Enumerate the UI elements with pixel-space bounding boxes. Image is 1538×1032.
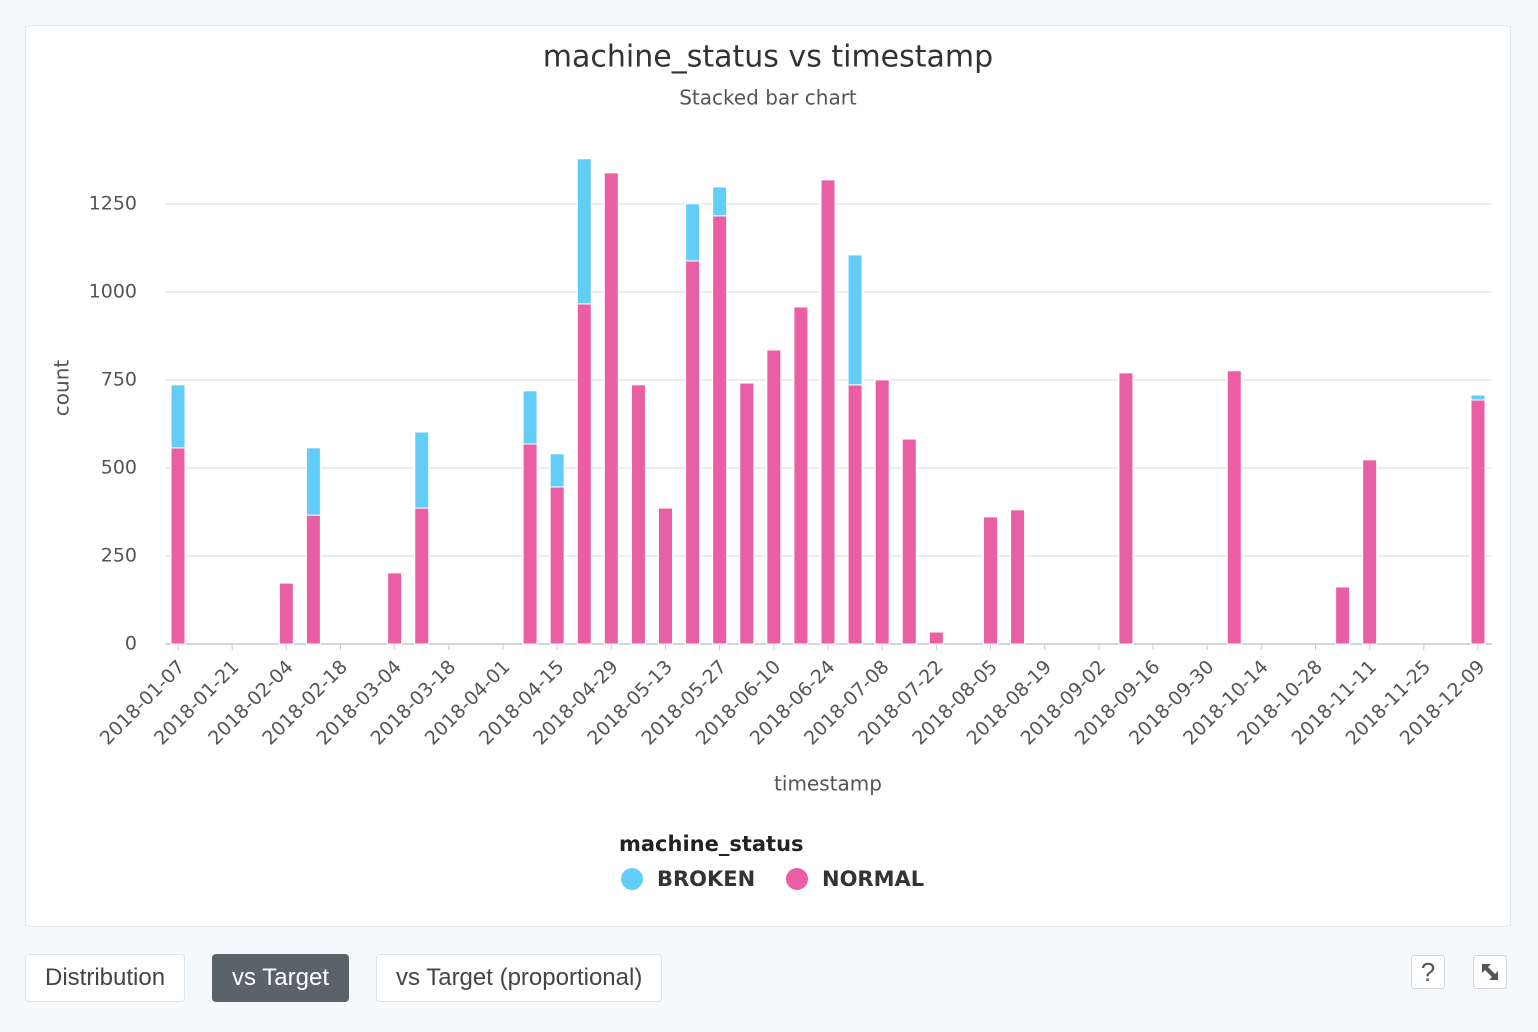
y-tick-label: 500 <box>101 456 137 478</box>
bar-segment <box>305 447 321 516</box>
bar-segment <box>847 254 863 386</box>
bar-segment <box>414 431 430 509</box>
bar-segment <box>928 631 944 645</box>
bar-segment <box>576 303 592 645</box>
bar-segment <box>712 215 728 645</box>
bar-segment <box>387 572 403 645</box>
bar-segment <box>658 507 673 645</box>
legend-swatch <box>621 868 643 890</box>
y-tick-label: 250 <box>101 544 137 566</box>
y-tick-label: 750 <box>101 368 137 390</box>
bar-segment <box>766 349 782 645</box>
tab[interactable]: vs Target <box>212 954 349 1002</box>
bar-segment <box>1470 394 1486 401</box>
bar-segment <box>522 390 538 445</box>
bar-segment <box>549 486 565 645</box>
bar-segment <box>739 382 755 645</box>
bar-segment <box>522 443 538 645</box>
y-axis-label: count <box>50 360 74 417</box>
legend-title: machine_status <box>619 832 804 856</box>
tab[interactable]: Distribution <box>25 954 186 1002</box>
bar-segment <box>1226 370 1242 645</box>
expand-icon <box>1482 964 1498 980</box>
bar-segment <box>170 384 186 449</box>
legend-swatch <box>786 868 808 890</box>
bar-segment <box>1118 372 1134 645</box>
bar-segment <box>874 379 890 645</box>
expand-button[interactable] <box>1473 955 1507 989</box>
tab-bar: Distribution vs Target vs Target (proporti… <box>25 954 663 1002</box>
bar-segment <box>793 306 809 645</box>
bar-segment <box>630 384 646 645</box>
bar-segment <box>603 172 619 645</box>
y-tick-label: 0 <box>125 633 137 655</box>
legend-label: BROKEN <box>657 867 755 891</box>
bar-segment <box>1362 459 1378 645</box>
bar-segment <box>901 438 917 645</box>
bar-segment <box>685 260 701 645</box>
y-tick-label: 1250 <box>89 192 137 214</box>
help-button[interactable]: ? <box>1411 955 1445 989</box>
bar-segment <box>820 179 836 645</box>
bar-segment <box>576 158 592 305</box>
legend-label: NORMAL <box>822 867 924 891</box>
bar-segment <box>549 453 565 488</box>
bar-segment <box>1470 399 1486 645</box>
bar-segment <box>305 514 321 645</box>
bar-segment <box>278 582 294 645</box>
tab[interactable]: vs Target (proportional) <box>375 954 663 1002</box>
chart-subtitle: Stacked bar chart <box>679 86 857 110</box>
chart-title: machine_status vs timestamp <box>543 40 993 75</box>
bar-segment <box>170 447 186 645</box>
bar-segment <box>1335 586 1351 645</box>
y-tick-label: 1000 <box>89 280 137 302</box>
bar-segment <box>983 516 998 645</box>
bar-segment <box>414 507 430 645</box>
bar-segment <box>847 384 863 645</box>
bar-segment <box>712 186 728 217</box>
x-axis-label: timestamp <box>774 772 882 796</box>
bar-segment <box>685 203 701 262</box>
bar-segment <box>1010 509 1026 645</box>
